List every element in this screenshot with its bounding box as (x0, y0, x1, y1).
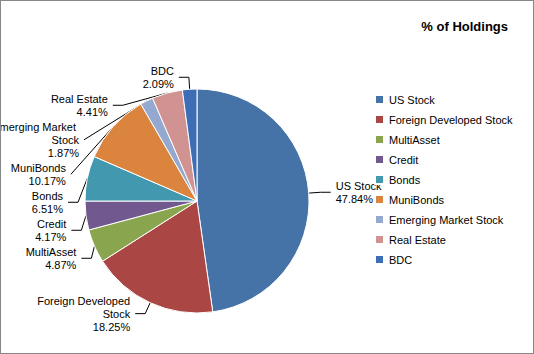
svg-text:Stock: Stock (100, 308, 131, 320)
svg-text:4.17%: 4.17% (35, 231, 66, 243)
svg-text:BDC: BDC (151, 65, 174, 77)
svg-text:6.51%: 6.51% (32, 203, 63, 215)
svg-text:Bonds: Bonds (389, 174, 421, 186)
svg-text:2.09%: 2.09% (143, 78, 174, 90)
svg-text:US Stock: US Stock (389, 94, 435, 106)
svg-text:Real Estate: Real Estate (389, 234, 446, 246)
svg-text:MultiAsset: MultiAsset (26, 246, 77, 258)
svg-text:MuniBonds: MuniBonds (11, 162, 67, 174)
svg-text:Credit: Credit (37, 218, 66, 230)
svg-text:Foreign Developed: Foreign Developed (37, 295, 130, 307)
svg-text:Emerging Market Stock: Emerging Market Stock (389, 214, 504, 226)
svg-text:Foreign Developed Stock: Foreign Developed Stock (389, 114, 513, 126)
svg-text:Credit: Credit (389, 154, 418, 166)
svg-text:Bonds: Bonds (32, 190, 64, 202)
svg-text:MultiAsset: MultiAsset (389, 134, 440, 146)
svg-text:% of Holdings: % of Holdings (421, 19, 508, 34)
svg-text:Real Estate: Real Estate (51, 93, 108, 105)
svg-text:4.87%: 4.87% (45, 259, 76, 271)
svg-text:4.41%: 4.41% (77, 106, 108, 118)
svg-text:MuniBonds: MuniBonds (389, 194, 445, 206)
svg-text:Stock: Stock (52, 134, 80, 146)
svg-text:BDC: BDC (389, 254, 412, 266)
svg-text:1.87%: 1.87% (48, 147, 79, 159)
svg-text:US Stock: US Stock (335, 179, 382, 192)
svg-text:47.84%: 47.84% (336, 193, 374, 205)
svg-text:Emerging Market: Emerging Market (1, 121, 79, 133)
svg-text:18.25%: 18.25% (93, 321, 131, 333)
svg-text:10.17%: 10.17% (29, 175, 67, 187)
